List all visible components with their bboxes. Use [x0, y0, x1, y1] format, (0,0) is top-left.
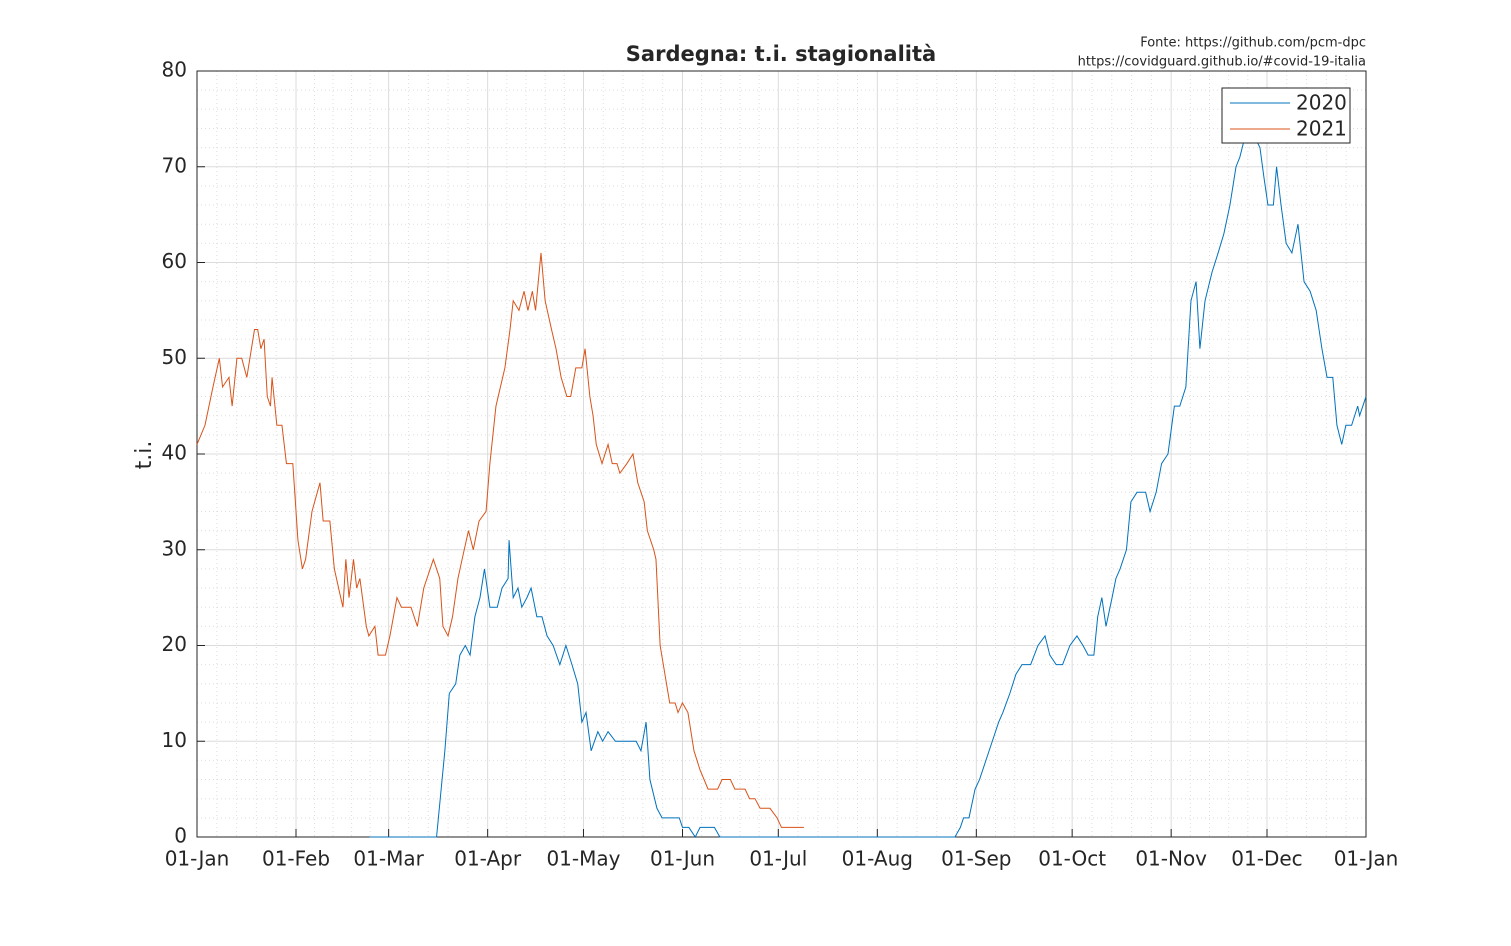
x-tick-label: 01-Apr: [454, 847, 522, 871]
legend-label: 2021: [1296, 117, 1347, 141]
x-tick-label: 01-Dec: [1231, 847, 1302, 871]
y-tick-label: 20: [162, 632, 187, 656]
line-series: [369, 127, 1367, 838]
y-tick-label: 0: [174, 824, 187, 848]
x-tick-label: 01-Oct: [1038, 847, 1106, 871]
line-series: [196, 252, 804, 828]
y-axis-label: t.i.: [132, 441, 157, 470]
x-tick-label: 01-Jun: [650, 847, 715, 871]
chart-title: Sardegna: t.i. stagionalità: [626, 42, 936, 66]
y-tick-label: 10: [162, 728, 187, 752]
y-tick-label: 60: [162, 249, 187, 273]
x-tick-label: 01-Jan: [165, 847, 230, 871]
x-tick-label: 01-Jul: [749, 847, 807, 871]
legend-box: [1221, 87, 1351, 144]
x-tick-label: 01-Nov: [1135, 847, 1207, 871]
x-tick-label: 01-Mar: [353, 847, 424, 871]
y-tick-label: 80: [162, 58, 187, 82]
y-tick-label: 50: [162, 345, 187, 369]
x-tick-label: 01-May: [546, 847, 620, 871]
x-tick-label: 01-Sep: [941, 847, 1011, 871]
y-tick-label: 30: [162, 536, 187, 560]
y-tick-label: 40: [162, 441, 187, 465]
legend-label: 2020: [1296, 91, 1347, 115]
x-tick-label: 01-Jan: [1334, 847, 1399, 871]
y-tick-label: 70: [162, 153, 187, 177]
source-line: Fonte: https://github.com/pcm-dpc: [1140, 36, 1366, 51]
source-line: https://covidguard.github.io/#covid-19-i…: [1078, 55, 1366, 70]
x-tick-label: 01-Feb: [262, 847, 330, 871]
x-tick-label: 01-Aug: [842, 847, 913, 871]
